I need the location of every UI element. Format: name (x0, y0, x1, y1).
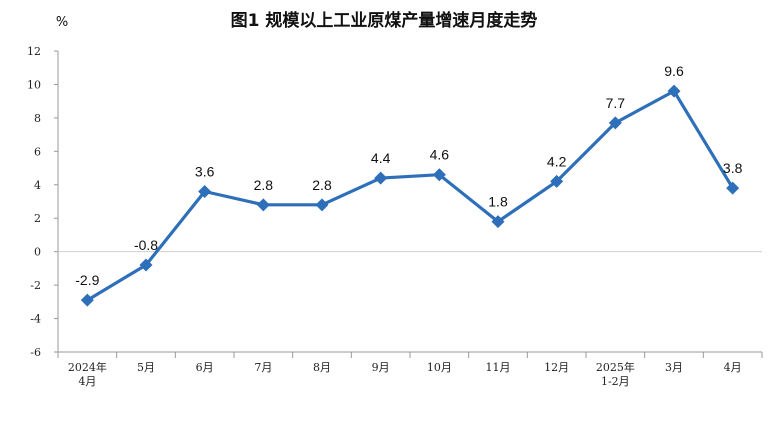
data-label: 9.6 (664, 63, 684, 79)
x-tick-label-line: 2025年 (596, 360, 635, 374)
data-label: 4.6 (430, 147, 450, 163)
y-tick-label: -2 (30, 279, 41, 292)
data-point-marker (608, 116, 622, 130)
y-tick-label: -6 (30, 346, 41, 359)
data-label: -0.8 (134, 237, 158, 253)
x-tick-label-line: 1-2月 (601, 375, 630, 388)
x-tick-label-line: 12月 (544, 361, 569, 374)
data-labels: -2.9 -0.8 3.6 2.8 2.8 4.4 4.6 1.8 4.2 7.7 9.6 3.8 (75, 63, 742, 288)
data-label: 4.2 (547, 153, 567, 169)
data-label: 4.4 (371, 150, 391, 166)
y-tick-label: 2 (34, 212, 41, 225)
data-point-marker (315, 198, 329, 212)
series-polyline (86, 89, 735, 302)
y-unit-label: % (56, 15, 68, 30)
y-tick-label: 10 (27, 78, 41, 91)
data-label: 2.8 (254, 177, 274, 193)
data-label: 3.8 (723, 160, 743, 176)
data-label: 7.7 (606, 95, 626, 111)
data-point-marker (432, 168, 446, 182)
data-point-marker (256, 198, 270, 212)
x-tick-label: 3月 (665, 361, 683, 374)
data-point-marker (80, 293, 94, 307)
x-tick-label-line: 6月 (196, 361, 214, 374)
y-tick-label: 6 (34, 145, 41, 158)
x-tick-label-line: 9月 (372, 361, 390, 374)
x-tick-label-line: 4月 (78, 375, 96, 388)
x-tick-label-line: 2024年 (68, 360, 107, 374)
data-point-marker (198, 184, 212, 198)
y-tick-label: -4 (30, 313, 41, 326)
x-tick-label-line: 11月 (486, 361, 511, 374)
data-label: 2.8 (312, 177, 332, 193)
x-tick-label-line: 7月 (254, 361, 272, 374)
data-point-marker (374, 171, 388, 185)
data-point-marker (550, 174, 564, 188)
y-tick-label: 4 (34, 179, 41, 192)
x-tick-label: 10月 (427, 361, 452, 374)
x-tick-label: 6月 (196, 361, 214, 374)
x-tick-label-line: 5月 (137, 361, 155, 374)
y-tick-label: 0 (34, 246, 41, 259)
x-tick-label: 2024年 4月 (68, 360, 107, 388)
x-tick-label: 2025年 1-2月 (596, 360, 635, 388)
series-line (80, 84, 740, 307)
y-tick-label: 12 (27, 45, 41, 58)
chart-title: 图1 规模以上工业原煤产量增速月度走势 (231, 10, 538, 31)
x-tick-label: 12月 (544, 361, 569, 374)
data-label: -2.9 (75, 272, 99, 288)
data-label: 1.8 (488, 194, 508, 210)
x-tick-label-line: 10月 (427, 361, 452, 374)
x-tick-label: 9月 (372, 361, 390, 374)
x-tick-label: 7月 (254, 361, 272, 374)
x-tick-label: 4月 (724, 361, 742, 374)
data-point-marker (726, 181, 740, 195)
x-tick-label: 8月 (313, 361, 331, 374)
y-tick-label: 8 (34, 112, 41, 125)
y-axis-ticks: -6 -4 -2 0 2 4 6 8 10 12 (27, 45, 58, 359)
x-tick-label: 11月 (486, 361, 511, 374)
data-point-marker (667, 84, 681, 98)
x-tick-label-line: 3月 (665, 361, 683, 374)
axes (57, 51, 763, 358)
x-tick-label: 5月 (137, 361, 155, 374)
x-tick-label-line: 8月 (313, 361, 331, 374)
data-label: 3.6 (195, 163, 215, 179)
data-point-marker (139, 258, 153, 272)
x-tick-label-line: 4月 (724, 361, 742, 374)
data-point-marker (491, 215, 505, 229)
